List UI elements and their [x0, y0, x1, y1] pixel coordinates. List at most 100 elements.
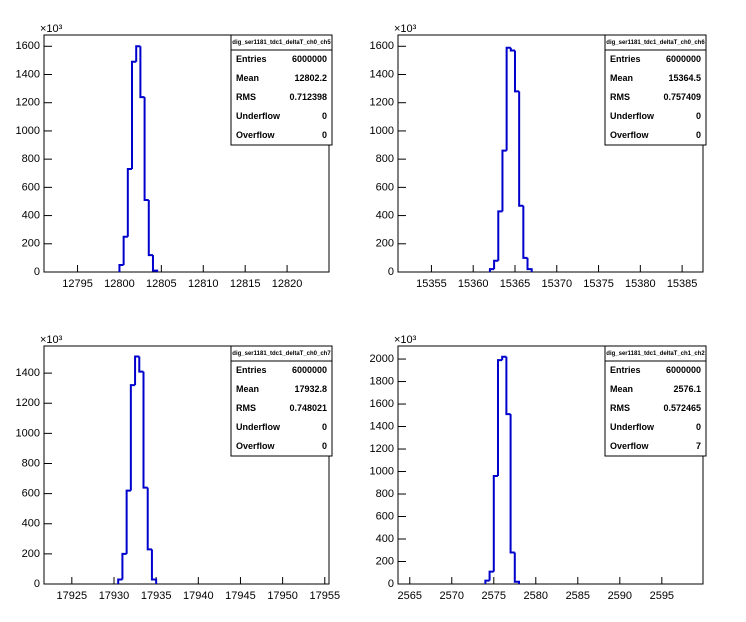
x-tick-label: 12810	[188, 278, 219, 290]
histogram-bin	[501, 355, 507, 361]
y-tick-label: 1400	[16, 68, 40, 80]
y-tick-label: 0	[388, 266, 394, 278]
histogram-bin	[129, 384, 136, 491]
stats-value: 0	[696, 111, 701, 121]
histogram-bin	[151, 255, 159, 272]
histogram-bin	[522, 205, 528, 259]
histogram-bin	[121, 552, 127, 580]
stats-title: dig_ser1181_tdc1_deltaT_ch0_ch5	[232, 40, 331, 46]
x-tick-label: 15365	[500, 278, 531, 290]
x-tick-label: 17950	[267, 590, 298, 602]
stats-box: dig_ser1181_tdc1_deltaT_ch0_ch5 Entries 60…	[230, 34, 333, 146]
stats-value: 0.748021	[289, 403, 327, 413]
stats-label: RMS	[236, 92, 256, 102]
histogram-panel: 2565 2570 2575 2580 2585 2590 2595 0 200 400 600 80…	[370, 334, 707, 602]
y-tick-label: 600	[22, 488, 40, 500]
x-tick-label: 2575	[482, 590, 506, 602]
plot-frame	[43, 345, 330, 585]
stats-value: 0	[322, 422, 327, 432]
y-tick-label: 200	[376, 555, 394, 567]
histogram-bin	[492, 475, 498, 572]
y-tick-label: 1200	[370, 97, 394, 109]
histogram-bin	[142, 371, 148, 489]
stats-title: dig_ser1181_tdc1_deltaT_ch1_ch2	[606, 351, 705, 357]
x-tick-label: 15370	[541, 278, 572, 290]
y-tick-label: 1000	[370, 465, 394, 477]
y-tick-label: 200	[22, 238, 40, 250]
stats-value: 12802.2	[294, 73, 327, 83]
stats-label: Entries	[236, 365, 267, 375]
stats-value: 0	[696, 422, 701, 432]
stats-value: 6000000	[666, 365, 701, 375]
y-tick-label: 1000	[16, 427, 40, 439]
stats-value: 15364.5	[668, 73, 701, 83]
plot-frame	[397, 34, 704, 273]
x-tick-label: 17945	[225, 590, 256, 602]
stats-value: 0.712398	[289, 92, 327, 102]
y-exponent-label: ×10³	[394, 334, 417, 346]
stats-value: 0.757409	[663, 92, 701, 102]
stats-value: 2576.1	[673, 384, 701, 394]
histogram-bin	[138, 356, 144, 373]
stats-label: Overflow	[610, 130, 650, 140]
histogram-bin	[147, 200, 153, 257]
stats-value: 0	[322, 441, 327, 451]
histogram-bin	[509, 414, 515, 554]
histogram-bin	[139, 46, 145, 99]
y-tick-label: 1800	[370, 375, 394, 387]
stats-label: Overflow	[236, 130, 276, 140]
x-tick-label: 17940	[183, 590, 214, 602]
x-tick-label: 2590	[608, 590, 632, 602]
x-tick-label: 17955	[309, 590, 340, 602]
y-tick-label: 1400	[370, 68, 394, 80]
histogram-bin	[122, 235, 128, 265]
stats-label: Underflow	[236, 111, 281, 121]
x-tick-label: 15380	[625, 278, 656, 290]
histogram-bin	[488, 570, 494, 581]
y-tick-label: 1600	[16, 40, 40, 52]
histogram-bin	[118, 263, 124, 272]
y-tick-label: 600	[376, 181, 394, 193]
x-tick-label: 12800	[104, 278, 135, 290]
stats-label: RMS	[236, 403, 256, 413]
histogram-bin	[518, 91, 524, 207]
stats-value: 6000000	[292, 54, 327, 64]
stats-value: 0	[322, 111, 327, 121]
histogram-bin	[513, 552, 520, 584]
stats-value: 0	[696, 130, 701, 140]
y-tick-label: 800	[376, 488, 394, 500]
histogram-bin	[146, 487, 152, 551]
x-tick-label: 15360	[458, 278, 489, 290]
histogram-bin	[135, 45, 141, 62]
x-tick-label: 12815	[230, 278, 261, 290]
y-tick-label: 800	[376, 153, 394, 165]
y-tick-label: 1400	[370, 420, 394, 432]
y-tick-label: 0	[34, 578, 40, 590]
stats-label: Entries	[610, 54, 641, 64]
y-tick-label: 400	[22, 209, 40, 221]
y-tick-label: 0	[34, 266, 40, 278]
stats-box: dig_ser1181_tdc1_deltaT_ch0_ch6 Entries 60…	[604, 34, 707, 146]
x-tick-label: 12820	[272, 278, 303, 290]
stats-label: Mean	[236, 384, 259, 394]
stats-label: RMS	[610, 403, 630, 413]
y-tick-label: 1200	[370, 443, 394, 455]
y-tick-label: 1600	[370, 398, 394, 410]
x-tick-label: 17930	[99, 590, 130, 602]
stats-label: Entries	[610, 365, 641, 375]
y-exponent-label: ×10³	[40, 334, 63, 346]
stats-label: Mean	[236, 73, 259, 83]
y-tick-label: 1600	[370, 40, 394, 52]
histogram-panel: 12795 12800 12805 12810 12815 12820 0 200 400 600…	[16, 23, 333, 290]
histogram-bin	[526, 257, 533, 272]
y-tick-label: 200	[376, 238, 394, 250]
stats-label: Underflow	[610, 111, 655, 121]
histogram-bin	[505, 356, 511, 416]
stats-border	[230, 345, 333, 457]
x-tick-label: 12805	[146, 278, 177, 290]
histogram-bin	[143, 97, 149, 202]
stats-value: 0.572465	[663, 403, 701, 413]
histogram-bin	[484, 579, 490, 584]
x-tick-label: 17935	[141, 590, 172, 602]
histogram-bin	[509, 47, 515, 52]
